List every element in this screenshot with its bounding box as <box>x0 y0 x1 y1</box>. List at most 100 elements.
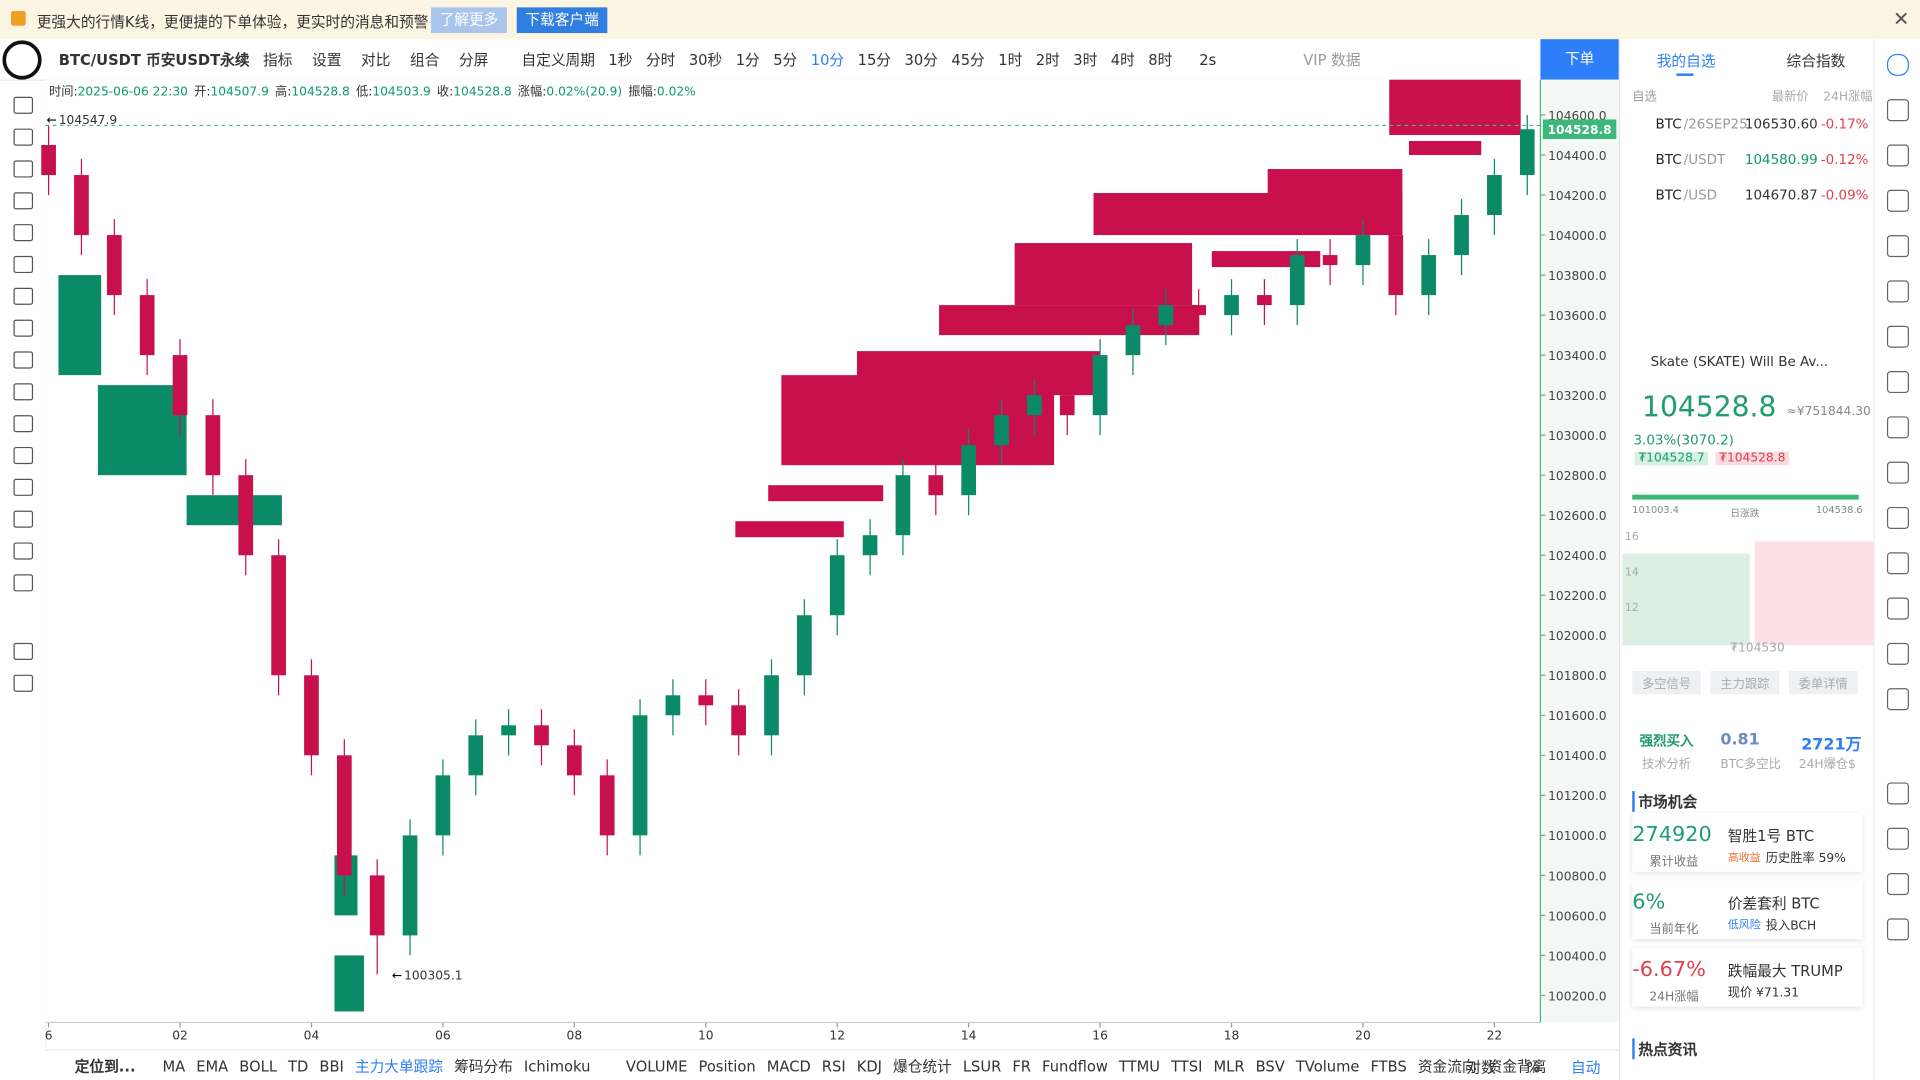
indicator[interactable]: EMA <box>196 1057 229 1075</box>
x-tick-label: 22 <box>1487 1029 1503 1043</box>
indicator[interactable]: 资金背离 <box>1487 1057 1547 1076</box>
period-button[interactable]: 8时 <box>1148 51 1173 69</box>
tool-icon[interactable] <box>13 128 34 146</box>
card-title: 跌幅最大 TRUMP <box>1727 962 1843 980</box>
indicator[interactable]: TTMU <box>1118 1057 1161 1075</box>
indicator[interactable]: FR <box>1012 1057 1032 1075</box>
tool-icon[interactable] <box>13 415 34 433</box>
tool-icon[interactable] <box>13 255 34 274</box>
indicator[interactable]: Fundflow <box>1042 1057 1108 1075</box>
indicator[interactable]: BSV <box>1255 1057 1285 1075</box>
period-button[interactable]: 4时 <box>1110 51 1135 69</box>
side-icon[interactable] <box>1886 235 1909 258</box>
period-button[interactable]: 3时 <box>1073 51 1098 69</box>
indicator[interactable]: 资金流向 <box>1417 1057 1477 1076</box>
period-button[interactable]: 2时 <box>1035 51 1060 69</box>
period-button[interactable]: 30分 <box>904 51 938 69</box>
period-button[interactable]: 1时 <box>998 51 1023 69</box>
download[interactable]: 下载客户端 <box>516 7 608 34</box>
indicator[interactable]: Ichimoku <box>523 1057 591 1075</box>
period-button[interactable]: 45分 <box>951 51 985 69</box>
period-button[interactable]: 30秒 <box>688 51 723 69</box>
indicator[interactable]: BOLL <box>239 1057 278 1075</box>
axis-option[interactable]: % <box>1526 1059 1541 1077</box>
indicator[interactable]: 主力大单跟踪 <box>354 1057 444 1076</box>
symbol[interactable]: BTC/USDT 币安USDT永续 <box>58 51 250 69</box>
tool-button[interactable]: 对比 <box>360 51 391 69</box>
side-icon[interactable] <box>1886 371 1909 394</box>
side-icon[interactable] <box>1886 688 1909 711</box>
tool-icon[interactable] <box>13 674 34 692</box>
side-icon[interactable] <box>1886 873 1909 896</box>
side-icon[interactable] <box>1886 416 1909 439</box>
indicator[interactable]: TD <box>288 1057 309 1075</box>
indicator[interactable]: RSI <box>821 1057 846 1075</box>
indicator[interactable]: FTBS <box>1370 1057 1407 1075</box>
tool-icon[interactable] <box>13 224 34 242</box>
tool-icon[interactable] <box>13 160 34 178</box>
vip[interactable]: VIP 数据 <box>1303 51 1361 69</box>
tool-icon[interactable] <box>13 510 34 528</box>
tool-button[interactable]: 指标 <box>262 51 293 69</box>
tool-icon[interactable] <box>13 574 34 592</box>
period-button[interactable]: 15分 <box>857 51 892 69</box>
learn-more[interactable]: 了解更多 <box>431 7 507 34</box>
side-icon[interactable] <box>1886 827 1909 850</box>
tool-icon[interactable] <box>13 478 34 496</box>
tool-icon[interactable] <box>13 642 34 661</box>
side-icon[interactable] <box>1886 53 1909 76</box>
close[interactable]: ✕ <box>1893 7 1910 31</box>
period-button[interactable]: 1秒 <box>608 51 633 69</box>
card-tag: 低风险 <box>1727 919 1761 932</box>
refresh[interactable]: 2s <box>1199 50 1217 68</box>
tool-icon[interactable] <box>13 319 34 337</box>
indicator[interactable]: TVolume <box>1295 1057 1360 1075</box>
side-icon[interactable] <box>1886 782 1909 805</box>
custom-period[interactable]: 自定义周期 <box>521 51 595 69</box>
candle-body <box>534 725 549 746</box>
indicator[interactable]: BBI <box>319 1057 344 1075</box>
tool-button[interactable]: 设置 <box>311 51 342 69</box>
tool-icon[interactable] <box>13 192 34 210</box>
axis-option[interactable]: 对数 <box>1466 1059 1496 1077</box>
side-icon[interactable] <box>1886 918 1909 941</box>
side-icon[interactable] <box>1886 325 1909 348</box>
side-icon[interactable] <box>1886 280 1909 303</box>
side-icon[interactable] <box>1886 189 1909 212</box>
tool-icon[interactable] <box>13 351 34 369</box>
indicator[interactable]: Position <box>698 1057 756 1075</box>
side-icon[interactable] <box>1886 552 1909 575</box>
indicator[interactable]: VOLUME <box>625 1057 688 1075</box>
indicator[interactable]: MA <box>162 1057 186 1075</box>
order-block <box>334 955 365 1012</box>
side-icon[interactable] <box>1886 506 1909 529</box>
order-block <box>781 375 1055 466</box>
indicator[interactable]: KDJ <box>856 1057 882 1075</box>
tool-button[interactable]: 分屏 <box>458 51 489 69</box>
tool-icon[interactable] <box>13 383 34 401</box>
indicator[interactable]: LSUR <box>962 1057 1002 1075</box>
tool-icon[interactable] <box>13 542 34 560</box>
side-icon[interactable] <box>1886 597 1909 620</box>
tool-icon[interactable] <box>13 287 34 305</box>
locate[interactable]: 定位到... <box>74 1057 136 1076</box>
indicator[interactable]: MACD <box>766 1057 811 1075</box>
period-button[interactable]: 1分 <box>735 51 760 69</box>
period-button[interactable]: 5分 <box>773 51 798 69</box>
side-icon[interactable] <box>1886 144 1909 167</box>
tool-icon[interactable] <box>13 96 34 114</box>
period-button[interactable]: 分时 <box>645 51 676 69</box>
tool-button[interactable]: 组合 <box>409 51 440 69</box>
tab: 我的自选 <box>1656 52 1716 70</box>
indicator[interactable]: 筹码分布 <box>454 1057 513 1076</box>
indicator[interactable]: TTSI <box>1171 1057 1203 1075</box>
tool-icon[interactable] <box>13 446 34 465</box>
axis-option[interactable]: 自动 <box>1571 1059 1601 1077</box>
side-icon[interactable] <box>1886 99 1909 122</box>
indicator[interactable]: 爆仓统计 <box>893 1057 952 1076</box>
order-button[interactable]: 下单 <box>1540 39 1619 80</box>
indicator[interactable]: MLR <box>1213 1057 1245 1075</box>
side-icon[interactable] <box>1886 461 1909 484</box>
period-button[interactable]: 10分 <box>810 51 845 69</box>
side-icon[interactable] <box>1886 642 1909 665</box>
